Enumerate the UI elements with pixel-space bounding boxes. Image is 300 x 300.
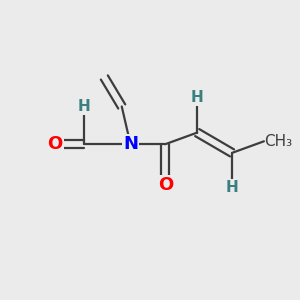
Text: O: O [158,176,173,194]
Text: O: O [47,135,63,153]
Text: CH₃: CH₃ [264,134,292,149]
Text: H: H [226,180,238,195]
Text: N: N [123,135,138,153]
Text: H: H [191,90,204,105]
Text: H: H [78,99,90,114]
